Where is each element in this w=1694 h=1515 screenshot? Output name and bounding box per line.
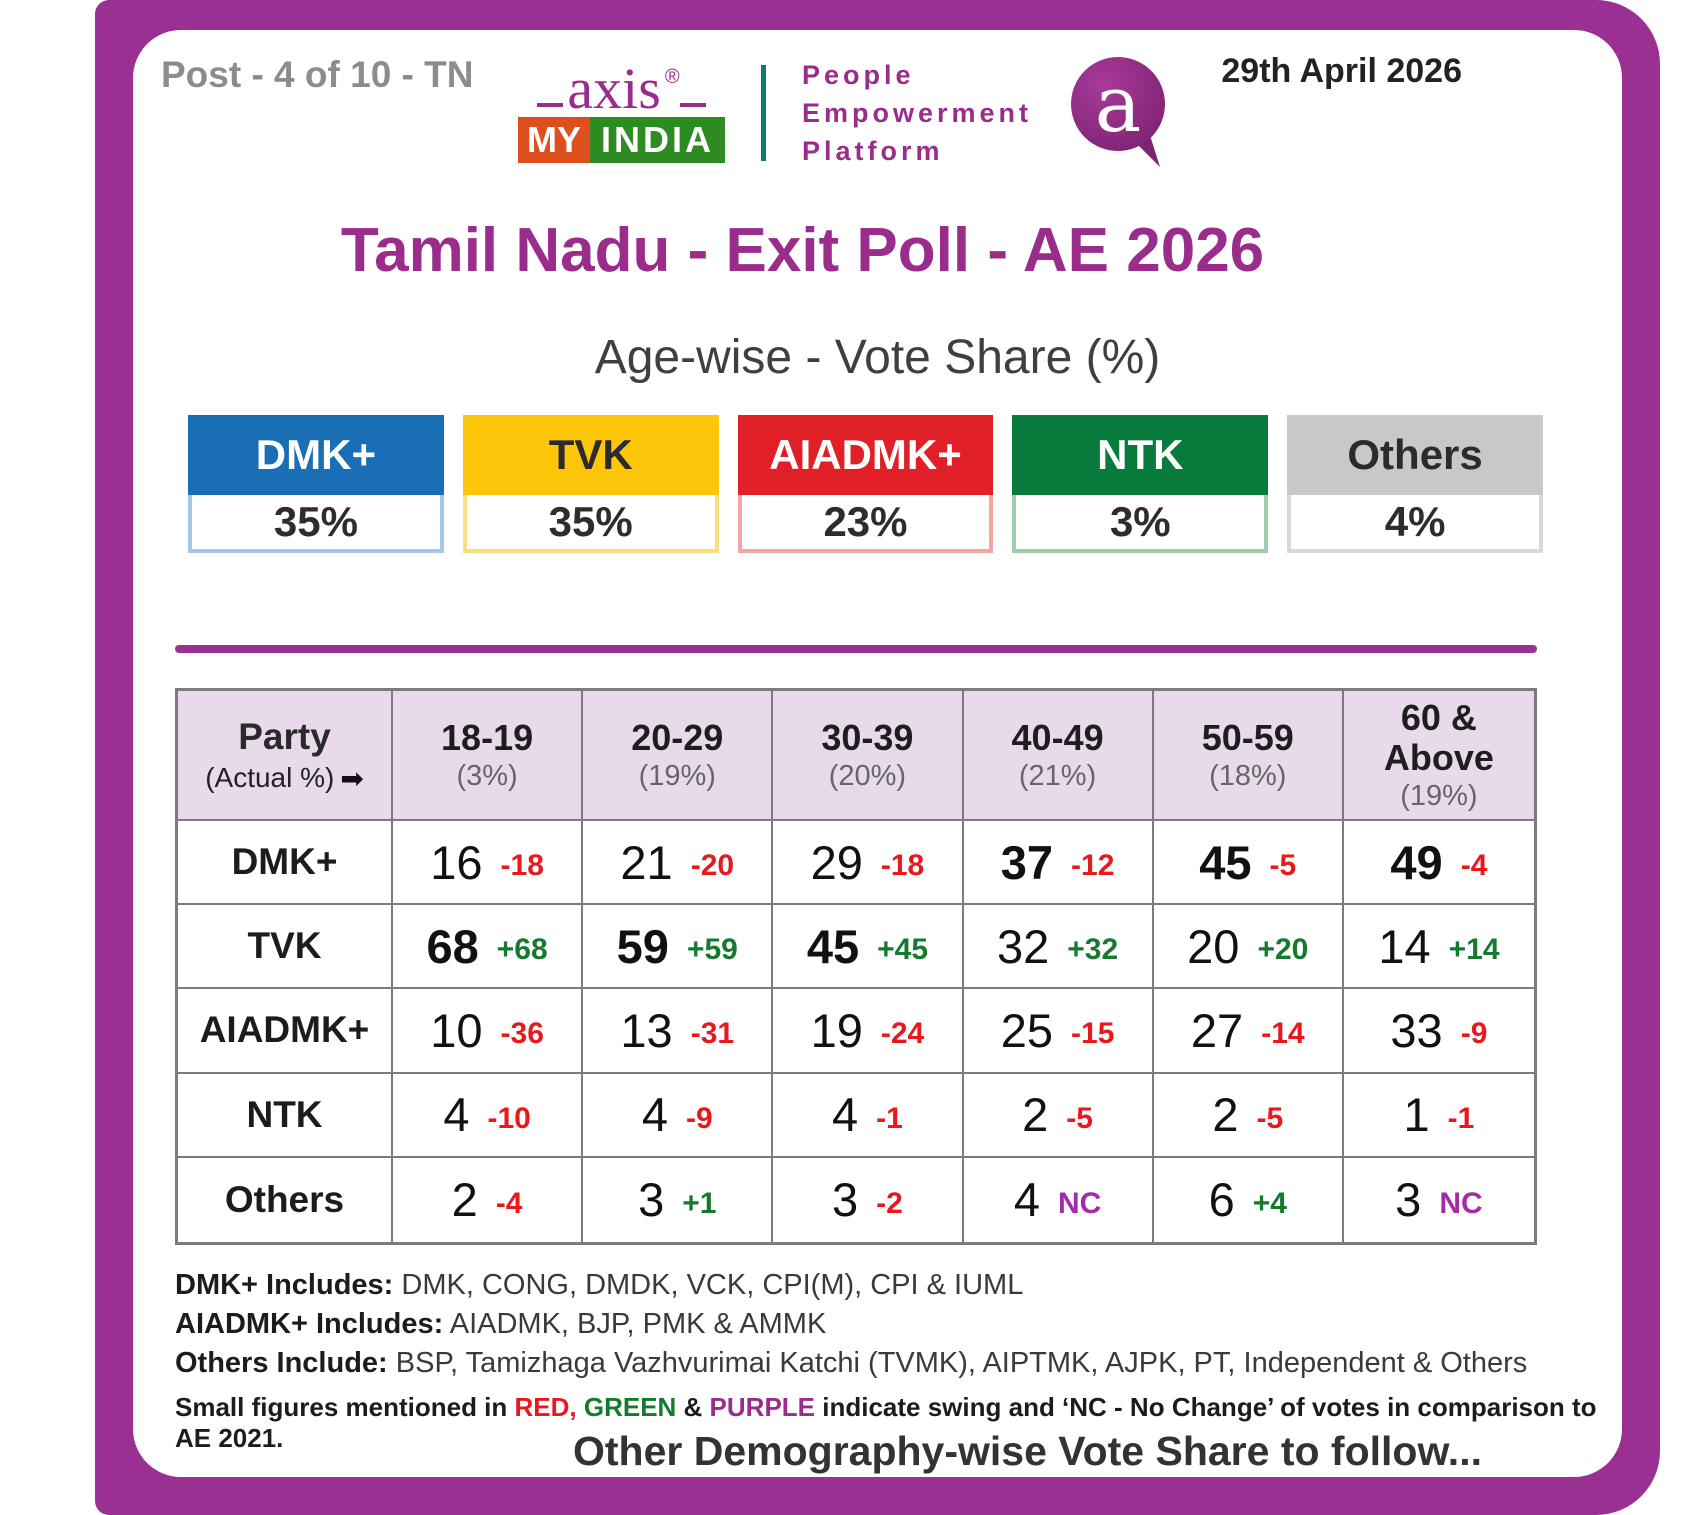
footnote-others: Others Include: BSP, Tamizhaga Vazhvurim… xyxy=(175,1347,1528,1379)
age-wise-vote-share-table: Party (Actual %) ➡ 18-19 (3%) 20-29 (19%… xyxy=(175,688,1537,1245)
table-header-age: 20-29 (19%) xyxy=(583,691,774,821)
table-cell: 25 -15 xyxy=(963,989,1154,1074)
table-header-age: 60 & Above (19%) xyxy=(1343,691,1534,821)
table-cell: 2 -4 xyxy=(393,1157,584,1242)
tagline-line-1: People xyxy=(802,60,915,90)
table-cell: 4 -1 xyxy=(773,1073,964,1158)
logo-divider-bar xyxy=(761,65,766,161)
table-cell: 49 -4 xyxy=(1343,821,1534,906)
table-cell: 45 -5 xyxy=(1153,821,1344,906)
page-title: Tamil Nadu - Exit Poll - AE 2026 xyxy=(340,216,1265,285)
table-row-label: Others xyxy=(178,1157,393,1242)
table-header-age: 50-59 (18%) xyxy=(1153,691,1344,821)
axis-text: axis xyxy=(567,56,661,121)
my-india-boxes: MY INDIA xyxy=(518,117,725,163)
party-share: 3% xyxy=(1012,495,1269,553)
right-arrow-icon: ➡ xyxy=(340,762,364,794)
table-cell: 2 -5 xyxy=(963,1073,1154,1158)
logo-tagline: People Empowerment Platform xyxy=(802,56,1032,170)
table-cell: 6 +4 xyxy=(1153,1157,1344,1242)
table-cell: 14 +14 xyxy=(1343,905,1534,990)
svg-text:a: a xyxy=(1095,60,1142,150)
my-box: MY xyxy=(518,117,590,163)
table-cell: 4 -9 xyxy=(583,1073,774,1158)
table-row-label: DMK+ xyxy=(178,821,393,906)
table-cell: 19 -24 xyxy=(773,989,964,1074)
table-cell: 20 +20 xyxy=(1153,905,1344,990)
purple-frame: Post - 4 of 10 - TN 29th April 2026 axis… xyxy=(95,0,1660,1515)
table-cell: 32 +32 xyxy=(963,905,1154,990)
table-cell: 29 -18 xyxy=(773,821,964,906)
table-header-age: 30-39 (20%) xyxy=(773,691,964,821)
party-name: DMK+ xyxy=(188,415,444,495)
footnotes: DMK+ Includes: DMK, CONG, DMDK, VCK, CPI… xyxy=(175,1266,1527,1383)
table-cell: 16 -18 xyxy=(393,821,584,906)
table-header-age: 18-19 (3%) xyxy=(393,691,584,821)
table-cell: 1 -1 xyxy=(1343,1073,1534,1158)
table-cell: 2 -5 xyxy=(1153,1073,1344,1158)
axis-wordmark: axis ® xyxy=(537,56,706,121)
india-box: INDIA xyxy=(590,117,725,163)
page-subtitle: Age-wise - Vote Share (%) xyxy=(594,331,1161,384)
speech-bubble-a-icon: a xyxy=(1071,57,1166,167)
axis-my-india-logo: axis ® MY INDIA People Empowerment Platf… xyxy=(518,48,1172,178)
registered-mark: ® xyxy=(664,66,680,88)
table-row-label: TVK xyxy=(178,905,393,990)
table-cell: 10 -36 xyxy=(393,989,584,1074)
party-name: TVK xyxy=(462,415,719,495)
actual-pct-label: (Actual %) xyxy=(205,762,335,793)
party-share: 35% xyxy=(462,495,719,553)
logo-underline-right xyxy=(679,103,706,107)
table-cell: 13 -31 xyxy=(583,989,774,1074)
table-header-party: Party (Actual %) ➡ xyxy=(178,691,393,821)
footnote-aiadmk: AIADMK+ Includes: AIADMK, BJP, PMK & AMM… xyxy=(175,1308,827,1340)
vote-share-summary-row: DMK+ 35% TVK 35% AIADMK+ 23% NTK 3% Othe… xyxy=(188,415,1543,553)
party-share: 35% xyxy=(188,495,444,553)
table-cell: 37 -12 xyxy=(963,821,1154,906)
tagline-line-2: Empowerment xyxy=(802,98,1033,128)
table-cell: 68 +68 xyxy=(393,905,584,990)
table-header-age: 40-49 (21%) xyxy=(963,691,1154,821)
party-name: Others xyxy=(1287,415,1543,495)
table-cell: 4 NC xyxy=(963,1157,1154,1242)
table-row-label: NTK xyxy=(178,1073,393,1158)
party-share: 23% xyxy=(737,495,994,553)
party-name: AIADMK+ xyxy=(737,415,994,495)
table-cell: 21 -20 xyxy=(583,821,774,906)
footnote-dmk: DMK+ Includes: DMK, CONG, DMDK, VCK, CPI… xyxy=(175,1269,1024,1301)
summary-card-dmk: DMK+ 35% xyxy=(188,415,444,553)
table-row-label: AIADMK+ xyxy=(178,989,393,1074)
post-counter: Post - 4 of 10 - TN xyxy=(161,54,474,95)
party-share: 4% xyxy=(1287,495,1543,553)
table-cell: 3 +1 xyxy=(583,1157,774,1242)
summary-card-tvk: TVK 35% xyxy=(462,415,719,553)
table-cell: 27 -14 xyxy=(1153,989,1344,1074)
summary-card-others: Others 4% xyxy=(1287,415,1543,553)
party-name: NTK xyxy=(1012,415,1269,495)
post-date: 29th April 2026 xyxy=(1221,52,1462,90)
summary-card-ntk: NTK 3% xyxy=(1012,415,1269,553)
table-cell: 4 -10 xyxy=(393,1073,584,1158)
table-cell: 3 -2 xyxy=(773,1157,964,1242)
table-cell: 3 NC xyxy=(1343,1157,1534,1242)
logo-underline-left xyxy=(537,103,564,107)
table-cell: 45 +45 xyxy=(773,905,964,990)
section-divider xyxy=(175,645,1537,653)
axis-wordmark-block: axis ® MY INDIA xyxy=(518,56,725,163)
content-card: Post - 4 of 10 - TN 29th April 2026 axis… xyxy=(133,30,1622,1477)
table-cell: 33 -9 xyxy=(1343,989,1534,1074)
swing-color-legend: Small figures mentioned in RED, GREEN & … xyxy=(175,1392,1597,1453)
table-cell: 59 +59 xyxy=(583,905,774,990)
summary-card-aiadmk: AIADMK+ 23% xyxy=(737,415,994,553)
footer-note: Other Demography-wise Vote Share to foll… xyxy=(573,1428,1482,1474)
tagline-line-3: Platform xyxy=(802,136,944,166)
